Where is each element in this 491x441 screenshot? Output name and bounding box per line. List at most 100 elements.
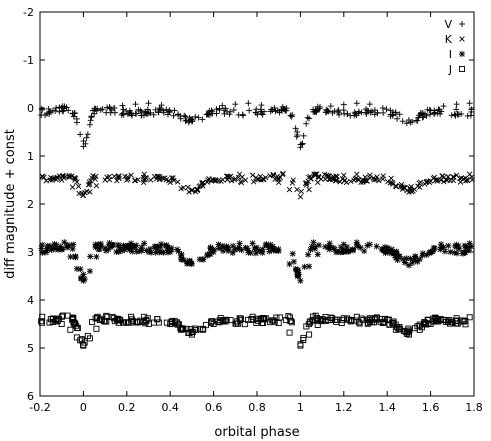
- point-V: [374, 109, 381, 116]
- point-V: [209, 108, 216, 115]
- point-K: [194, 186, 201, 193]
- point-K-stroke: [415, 183, 421, 189]
- point-K: [163, 177, 170, 183]
- point-K-stroke: [466, 171, 473, 177]
- point-K-stroke: [143, 175, 149, 181]
- point-K-stroke: [277, 174, 284, 181]
- point-I-stroke: [249, 240, 256, 247]
- point-V: [287, 112, 294, 119]
- point-I-stroke: [423, 252, 430, 258]
- point-K: [75, 183, 82, 190]
- point-J: [403, 330, 410, 337]
- point-K: [226, 174, 232, 180]
- series-K: [39, 170, 475, 200]
- point-K: [402, 185, 408, 191]
- point-I-stroke: [38, 245, 45, 252]
- point-J-box: [93, 325, 100, 332]
- point-I: [349, 247, 356, 254]
- point-V: [86, 121, 93, 128]
- point-K: [232, 175, 239, 182]
- point-V: [312, 108, 319, 115]
- legend-marker-I: [459, 51, 465, 57]
- point-I: [39, 249, 46, 256]
- point-K-stroke: [398, 181, 405, 188]
- point-V: [199, 116, 206, 123]
- point-V: [413, 117, 420, 124]
- point-I-stroke: [87, 268, 93, 274]
- point-I-stroke: [293, 267, 300, 273]
- point-V: [426, 107, 433, 114]
- point-I-stroke: [258, 248, 265, 255]
- point-V: [170, 112, 177, 119]
- point-K: [302, 180, 309, 186]
- point-K: [376, 177, 382, 184]
- point-J: [78, 336, 85, 343]
- point-V: [71, 110, 78, 117]
- legend-label-K: K: [445, 33, 453, 46]
- point-K-stroke: [250, 179, 257, 185]
- point-I-stroke: [357, 245, 364, 251]
- point-V: [224, 108, 231, 115]
- point-J-box: [154, 316, 161, 323]
- point-K: [72, 177, 78, 183]
- point-K: [185, 184, 191, 191]
- point-I: [96, 246, 103, 253]
- point-J-box: [84, 332, 91, 339]
- point-K-stroke: [297, 194, 304, 200]
- point-V: [187, 116, 194, 123]
- point-V: [155, 109, 162, 116]
- point-K: [388, 175, 394, 182]
- point-K-stroke: [116, 173, 122, 179]
- point-V: [156, 105, 163, 112]
- point-I-stroke: [295, 273, 301, 280]
- point-J: [92, 315, 99, 322]
- point-J-box: [276, 314, 283, 321]
- point-K-stroke: [402, 185, 408, 191]
- point-I-stroke: [297, 278, 304, 284]
- point-I-stroke: [468, 243, 474, 250]
- point-K: [416, 180, 423, 187]
- point-K: [124, 174, 131, 180]
- point-K-stroke: [166, 178, 172, 184]
- point-J: [300, 334, 307, 341]
- legend-label-V: V: [444, 18, 452, 31]
- point-K: [156, 173, 163, 180]
- point-K: [47, 177, 53, 183]
- point-I-stroke: [306, 263, 312, 270]
- point-J-box: [325, 316, 332, 323]
- point-J: [197, 325, 204, 332]
- point-J-box: [179, 325, 186, 332]
- point-I: [364, 242, 371, 249]
- point-K-stroke: [348, 178, 354, 185]
- point-I-stroke: [331, 246, 338, 253]
- point-I: [77, 266, 84, 273]
- point-J: [437, 315, 444, 322]
- point-K-stroke: [86, 179, 93, 185]
- point-J-box: [347, 318, 354, 325]
- point-J-box: [89, 319, 96, 326]
- point-I-stroke: [326, 246, 332, 253]
- point-K-stroke: [160, 175, 166, 181]
- point-V: [195, 114, 202, 121]
- point-J: [306, 331, 313, 338]
- point-V: [152, 106, 159, 113]
- point-I-stroke: [364, 242, 371, 249]
- point-J: [339, 316, 346, 323]
- point-V: [119, 110, 126, 117]
- point-K-stroke: [431, 174, 438, 181]
- point-I-stroke: [108, 244, 114, 250]
- point-I-stroke: [305, 251, 311, 258]
- point-J-box: [217, 314, 224, 321]
- point-J-box: [237, 316, 244, 323]
- point-K-stroke: [239, 174, 245, 180]
- point-J-box: [306, 318, 313, 325]
- point-I-stroke: [466, 247, 472, 254]
- point-K: [175, 179, 181, 185]
- point-V: [380, 109, 387, 116]
- point-K: [441, 178, 447, 185]
- point-V: [208, 107, 215, 114]
- point-K-stroke: [453, 172, 460, 178]
- point-V: [316, 105, 323, 112]
- point-K: [86, 179, 93, 185]
- point-V: [232, 101, 239, 108]
